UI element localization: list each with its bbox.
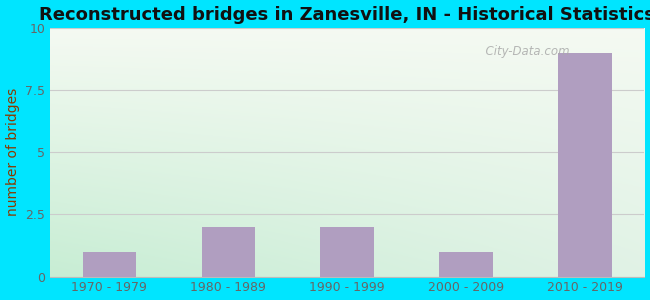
Y-axis label: number of bridges: number of bridges bbox=[6, 88, 20, 216]
Title: Reconstructed bridges in Zanesville, IN - Historical Statistics: Reconstructed bridges in Zanesville, IN … bbox=[39, 6, 650, 24]
Bar bbox=[202, 227, 255, 277]
Bar bbox=[558, 53, 612, 277]
Bar bbox=[83, 252, 136, 277]
Bar bbox=[320, 227, 374, 277]
Bar bbox=[439, 252, 493, 277]
Text: City-Data.com: City-Data.com bbox=[478, 45, 569, 58]
